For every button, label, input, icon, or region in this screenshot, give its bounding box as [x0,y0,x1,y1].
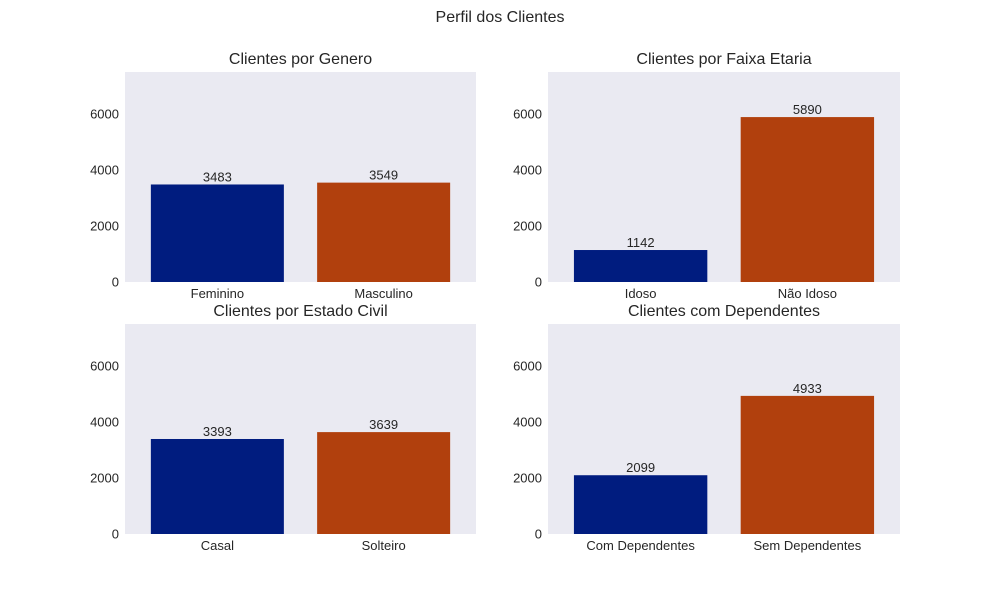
bar-n-o-idoso [740,117,875,282]
chart-panel-3: Clientes por Estado Civil 0 2000 4000 6000 33… [90,303,476,553]
y-tick-label: 4000 [90,163,119,178]
chart-title: Clientes com Dependentes [628,303,820,320]
chart-panel-4: Clientes com Dependentes 0 2000 4000 6000 209… [513,303,900,553]
bar-sem-dependentes [740,395,875,534]
data-label: 3393 [203,424,232,439]
x-tick-label: Feminino [191,286,244,301]
bar-idoso [573,250,708,282]
y-tick-label: 4000 [90,415,119,430]
data-label: 3639 [369,417,398,432]
y-tick-label: 4000 [513,163,542,178]
x-tick-label: Não Idoso [778,286,837,301]
x-tick-label: Sem Dependentes [754,538,862,553]
y-tick-label: 0 [535,527,542,542]
y-tick-label: 2000 [90,219,119,234]
y-tick-label: 6000 [513,359,542,374]
chart-title: Clientes por Faixa Etaria [636,51,811,68]
x-tick-label: Casal [201,538,234,553]
bar-feminino [150,184,284,282]
chart-title: Clientes por Genero [229,51,372,68]
data-label: 1142 [627,235,655,250]
y-tick-label: 2000 [90,471,119,486]
chart-title: Clientes por Estado Civil [213,303,387,320]
y-tick-label: 2000 [513,219,542,234]
y-tick-label: 0 [535,275,542,290]
y-tick-label: 0 [112,527,119,542]
x-tick-label: Masculino [354,286,413,301]
bar-com-dependentes [573,475,708,534]
y-tick-label: 4000 [513,415,542,430]
chart-panel-1: Clientes por Genero 0 2000 4000 6000 3483 Femi… [90,51,476,301]
data-label: 5890 [793,102,822,117]
figure-title: Perfil dos Clientes [435,9,565,26]
data-label: 4933 [793,381,822,396]
y-tick-label: 6000 [90,107,119,122]
x-tick-label: Solteiro [362,538,406,553]
bar-solteiro [317,432,451,534]
data-label: 2099 [626,460,655,475]
data-label: 3483 [203,169,232,184]
chart-panel-2: Clientes por Faixa Etaria 0 2000 4000 6000 11… [513,51,900,301]
y-tick-label: 2000 [513,471,542,486]
x-tick-label: Idoso [625,286,657,301]
x-tick-label: Com Dependentes [586,538,695,553]
bar-masculino [317,182,451,282]
data-label: 3549 [369,168,398,183]
y-tick-label: 6000 [513,107,542,122]
y-tick-label: 0 [112,275,119,290]
bar-casal [150,438,284,534]
y-tick-label: 6000 [90,359,119,374]
